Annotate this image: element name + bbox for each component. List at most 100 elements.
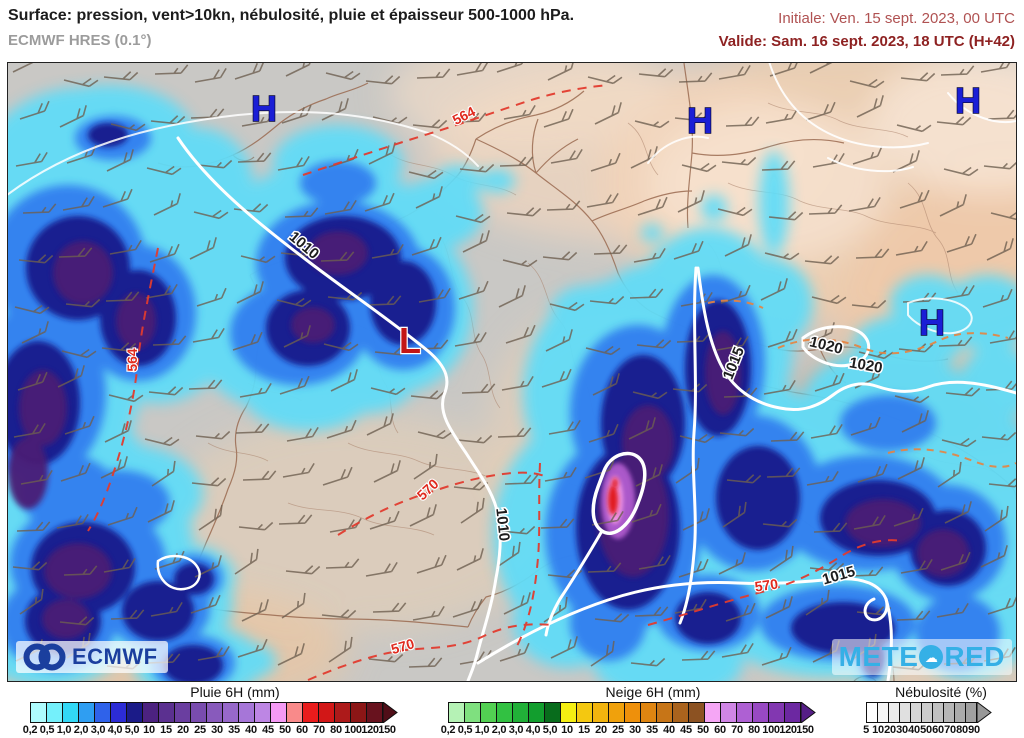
legend-ramp [30, 702, 440, 723]
legend-cell [752, 702, 769, 723]
legend-tick-label: 4,0 [107, 724, 123, 736]
high-pressure-marker: H [687, 100, 713, 141]
map-title: Surface: pression, vent>10kn, nébulosité… [8, 7, 575, 24]
legend-tick-label: 50 [697, 724, 709, 736]
legend-tick-label: 70 [313, 724, 325, 736]
precip-extreme-core [601, 463, 635, 539]
legend-cell [560, 702, 577, 723]
thickness-contours [87, 84, 904, 681]
meteored-logo: METE ☁ RED [831, 639, 1012, 675]
legend-tick-label: 90 [968, 724, 980, 736]
legend-tick-label: 0,2 [22, 724, 38, 736]
legend-cell [302, 702, 319, 723]
legend-cell [334, 702, 351, 723]
high-pressure-marker: H [919, 302, 945, 343]
ecmwf-logo-icon [23, 643, 66, 671]
legend-tick-label: 80 [330, 724, 342, 736]
legend-cell [736, 702, 753, 723]
high-pressure-marker: H [955, 80, 981, 121]
legend-tick-label: 150 [378, 724, 396, 736]
legend-title: Pluie 6H (mm) [190, 684, 280, 700]
legend-tick-label: 0,5 [39, 724, 55, 736]
legend-values: 5 10 20 30 40 50 60 70 80 90 [863, 724, 1016, 738]
cloud-icon: ☁ [919, 645, 944, 669]
legend-cloudiness: Nébulosité (%) 5 10 20 30 40 50 60 70 80 90 [863, 684, 1016, 738]
legend-cell [784, 702, 801, 723]
legend-values: 0,2 0,5 1,0 2,0 3,0 4,0 5,0 10 15 20 25 30 35 40 45 50 6… [23, 724, 440, 738]
legend-values: 0,2 0,5 1,0 2,0 3,0 4,0 5,0 10 15 20 25 30 35 40 45 50 6… [441, 724, 858, 738]
legend-tick-label: 100 [344, 724, 362, 736]
legend-tick-label: 30 [896, 724, 908, 736]
legend-tick-label: 40 [245, 724, 257, 736]
legend-cell [704, 702, 721, 723]
legend-tick-label: 10 [561, 724, 573, 736]
legend-tick-label: 30 [629, 724, 641, 736]
header: Surface: pression, vent>10kn, nébulosité… [0, 0, 1024, 62]
secondary-dashed-contours [707, 299, 1016, 468]
legend-tick-label: 60 [714, 724, 726, 736]
legend-tick-label: 0,5 [457, 724, 473, 736]
legend-cell [592, 702, 609, 723]
init-time: Initiale: Ven. 15 sept. 2023, 00 UTC [778, 10, 1015, 27]
low-pressure-marker: L [399, 320, 421, 361]
legend-cell [126, 702, 143, 723]
legend-cell [62, 702, 79, 723]
legend-cell [158, 702, 175, 723]
legend-tick-label: 70 [731, 724, 743, 736]
legend-tick-label: 4,0 [525, 724, 541, 736]
legend-tick-label: 5,0 [542, 724, 558, 736]
legend-tick-label: 1,0 [56, 724, 72, 736]
legend-cell [174, 702, 191, 723]
legend-tick-label: 150 [796, 724, 814, 736]
legend-snow: Neige 6H (mm) 0,2 0,5 1,0 2,0 3,0 4,0 5,0 10 15 2… [441, 684, 858, 738]
meteored-logo-text-left: METE [838, 641, 919, 672]
legend-title: Neige 6H (mm) [605, 684, 701, 700]
legend-tick-label: 60 [296, 724, 308, 736]
legend-cell [222, 702, 239, 723]
valid-time: Valide: Sam. 16 sept. 2023, 18 UTC (H+42… [718, 33, 1015, 50]
legend-tick-label: 35 [646, 724, 658, 736]
legend-cell [640, 702, 657, 723]
legend-cell [286, 702, 303, 723]
legend-tick-label: 50 [920, 724, 932, 736]
legend-cell [238, 702, 255, 723]
legend-cell [576, 702, 593, 723]
legend-tick-label: 3,0 [90, 724, 106, 736]
legend-arrow [977, 702, 992, 723]
legend-ramp [866, 702, 1016, 723]
legend-rain: Pluie 6H (mm) 0,2 0,5 1,0 2,0 3,0 4,0 5,0 10 15 2… [23, 684, 440, 738]
model-label: ECMWF HRES (0.1°) [8, 32, 152, 49]
legend-title: Nébulosité (%) [895, 684, 987, 700]
legend-tick-label: 25 [194, 724, 206, 736]
legend-cell [544, 702, 561, 723]
legend-tick-label: 5 [863, 724, 869, 736]
legend-cell [672, 702, 689, 723]
meteored-logo-text-right: RED [944, 641, 1005, 672]
legend-tick-label: 1,0 [474, 724, 490, 736]
weather-map: 1010 1010 1015 1020 1020 1015 564 564 570 570 570 H… [7, 62, 1017, 682]
legend-cell [318, 702, 335, 723]
precip-heavy-layer [8, 123, 986, 681]
legend-tick-label: 0,2 [440, 724, 456, 736]
legend-tick-label: 25 [612, 724, 624, 736]
legend-cell [688, 702, 705, 723]
legend-cell [720, 702, 737, 723]
legend-cell [624, 702, 641, 723]
legend-tick-label: 20 [884, 724, 896, 736]
legend-cell [965, 702, 977, 723]
legend-tick-label: 10 [143, 724, 155, 736]
legend-cell [464, 702, 481, 723]
legend-tick-label: 100 [762, 724, 780, 736]
legend-tick-label: 40 [663, 724, 675, 736]
legend-tick-label: 3,0 [508, 724, 524, 736]
legend-cell [190, 702, 207, 723]
legend-tick-label: 20 [177, 724, 189, 736]
legend-tick-label: 5,0 [124, 724, 140, 736]
legend-tick-label: 20 [595, 724, 607, 736]
legend-arrow [383, 702, 398, 723]
legend-cell [254, 702, 271, 723]
legend-cell [608, 702, 625, 723]
legend-cell [110, 702, 127, 723]
